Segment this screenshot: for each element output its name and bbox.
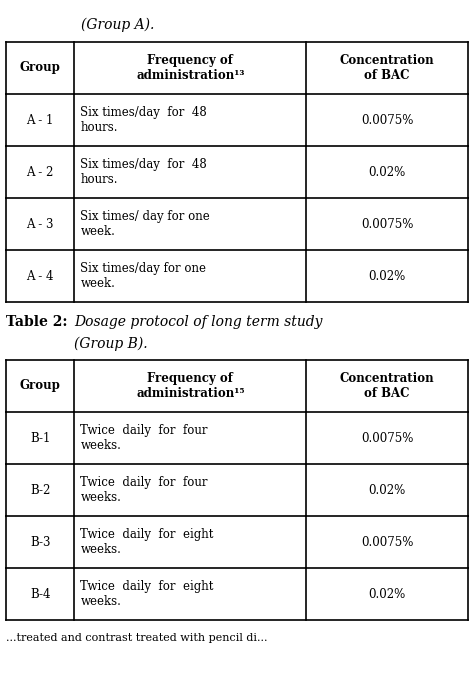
Text: B-1: B-1 (30, 432, 50, 445)
Text: Concentration
of BAC: Concentration of BAC (340, 54, 435, 82)
Text: Frequency of
administration¹³: Frequency of administration¹³ (136, 54, 245, 82)
Text: Concentration
of BAC: Concentration of BAC (340, 372, 435, 400)
Text: Twice  daily  for  four
weeks.: Twice daily for four weeks. (81, 476, 208, 504)
Text: 0.02%: 0.02% (368, 165, 406, 178)
Text: 0.02%: 0.02% (368, 270, 406, 283)
Text: Twice  daily  for  eight
weeks.: Twice daily for eight weeks. (81, 580, 214, 608)
Text: Dosage protocol of long term study: Dosage protocol of long term study (74, 315, 322, 330)
Text: 0.0075%: 0.0075% (361, 535, 413, 548)
Text: Group: Group (20, 379, 61, 392)
Text: Six times/day  for  48
hours.: Six times/day for 48 hours. (81, 158, 207, 186)
Text: B-2: B-2 (30, 484, 50, 496)
Text: 0.02%: 0.02% (368, 588, 406, 601)
Text: 0.0075%: 0.0075% (361, 114, 413, 127)
Text: 0.0075%: 0.0075% (361, 432, 413, 445)
Text: 0.0075%: 0.0075% (361, 217, 413, 230)
Text: B-4: B-4 (30, 588, 50, 601)
Text: Group: Group (20, 61, 61, 74)
Text: Six times/day for one
week.: Six times/day for one week. (81, 262, 206, 290)
Text: Six times/day  for  48
hours.: Six times/day for 48 hours. (81, 106, 207, 134)
Text: Frequency of
administration¹⁵: Frequency of administration¹⁵ (136, 372, 245, 400)
Text: A - 2: A - 2 (27, 165, 54, 178)
Text: A - 4: A - 4 (27, 270, 54, 283)
Text: (Group A).: (Group A). (81, 18, 155, 32)
Text: A - 3: A - 3 (27, 217, 54, 230)
Text: Table 2:: Table 2: (6, 315, 67, 330)
Text: Six times/ day for one
week.: Six times/ day for one week. (81, 210, 210, 238)
Text: (Group B).: (Group B). (74, 336, 147, 351)
Text: B-3: B-3 (30, 535, 50, 548)
Text: Twice  daily  for  eight
weeks.: Twice daily for eight weeks. (81, 528, 214, 556)
Text: A - 1: A - 1 (27, 114, 54, 127)
Text: 0.02%: 0.02% (368, 484, 406, 496)
Text: ...treated and contrast treated with pencil di...: ...treated and contrast treated with pen… (6, 633, 267, 643)
Text: Twice  daily  for  four
weeks.: Twice daily for four weeks. (81, 424, 208, 452)
